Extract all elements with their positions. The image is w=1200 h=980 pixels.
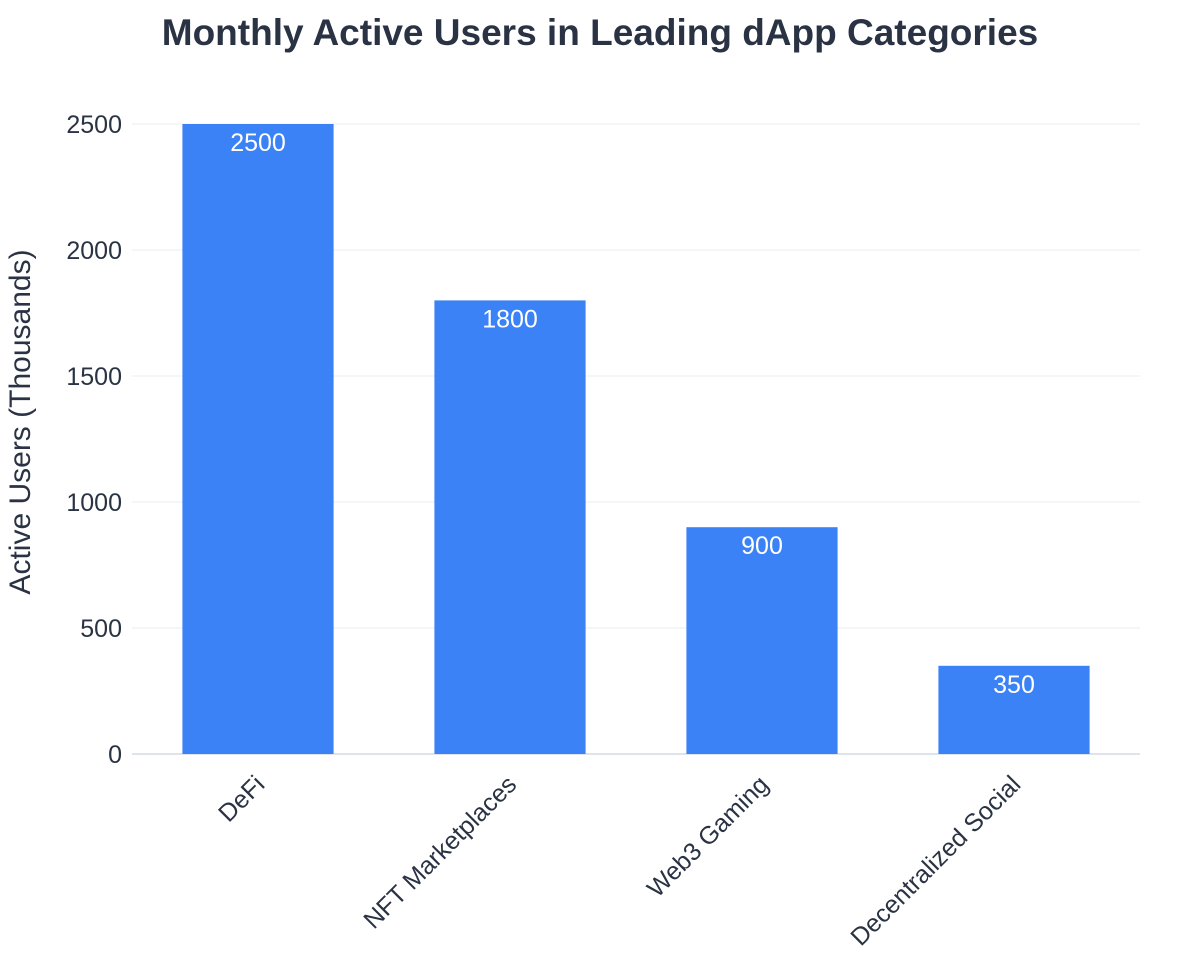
y-tick-label: 2500 bbox=[66, 111, 122, 139]
x-tick-label: NFT Marketplaces bbox=[358, 770, 522, 934]
bar bbox=[938, 665, 1090, 754]
y-tick-label: 1000 bbox=[66, 489, 122, 517]
bar-data-label: 2500 bbox=[230, 129, 286, 157]
y-tick-label: 1500 bbox=[66, 363, 122, 391]
bar-data-label: 350 bbox=[993, 671, 1035, 699]
data-labels: 2500 1800 900 350 bbox=[230, 129, 1035, 699]
y-axis-label: Active Users (Thousands) bbox=[4, 249, 37, 594]
bar bbox=[434, 300, 586, 754]
bar bbox=[686, 527, 838, 754]
y-tick-label: 500 bbox=[80, 615, 122, 643]
y-tick-label: 0 bbox=[108, 741, 122, 769]
x-tick-label: DeFi bbox=[213, 770, 270, 827]
y-tick-label: 2000 bbox=[66, 237, 122, 265]
x-tick-label: Web3 Gaming bbox=[642, 770, 774, 902]
chart-title: Monthly Active Users in Leading dApp Cat… bbox=[162, 12, 1039, 53]
y-axis-ticks: 0 500 1000 1500 2000 2500 bbox=[66, 111, 122, 769]
bar-data-label: 900 bbox=[741, 532, 783, 560]
bars bbox=[182, 124, 1090, 754]
x-tick-label: Decentralized Social bbox=[845, 770, 1026, 951]
x-axis-ticks: DeFi NFT Marketplaces Web3 Gaming Decentral… bbox=[213, 770, 1026, 951]
bar bbox=[182, 124, 334, 754]
bar-data-label: 1800 bbox=[482, 305, 538, 333]
